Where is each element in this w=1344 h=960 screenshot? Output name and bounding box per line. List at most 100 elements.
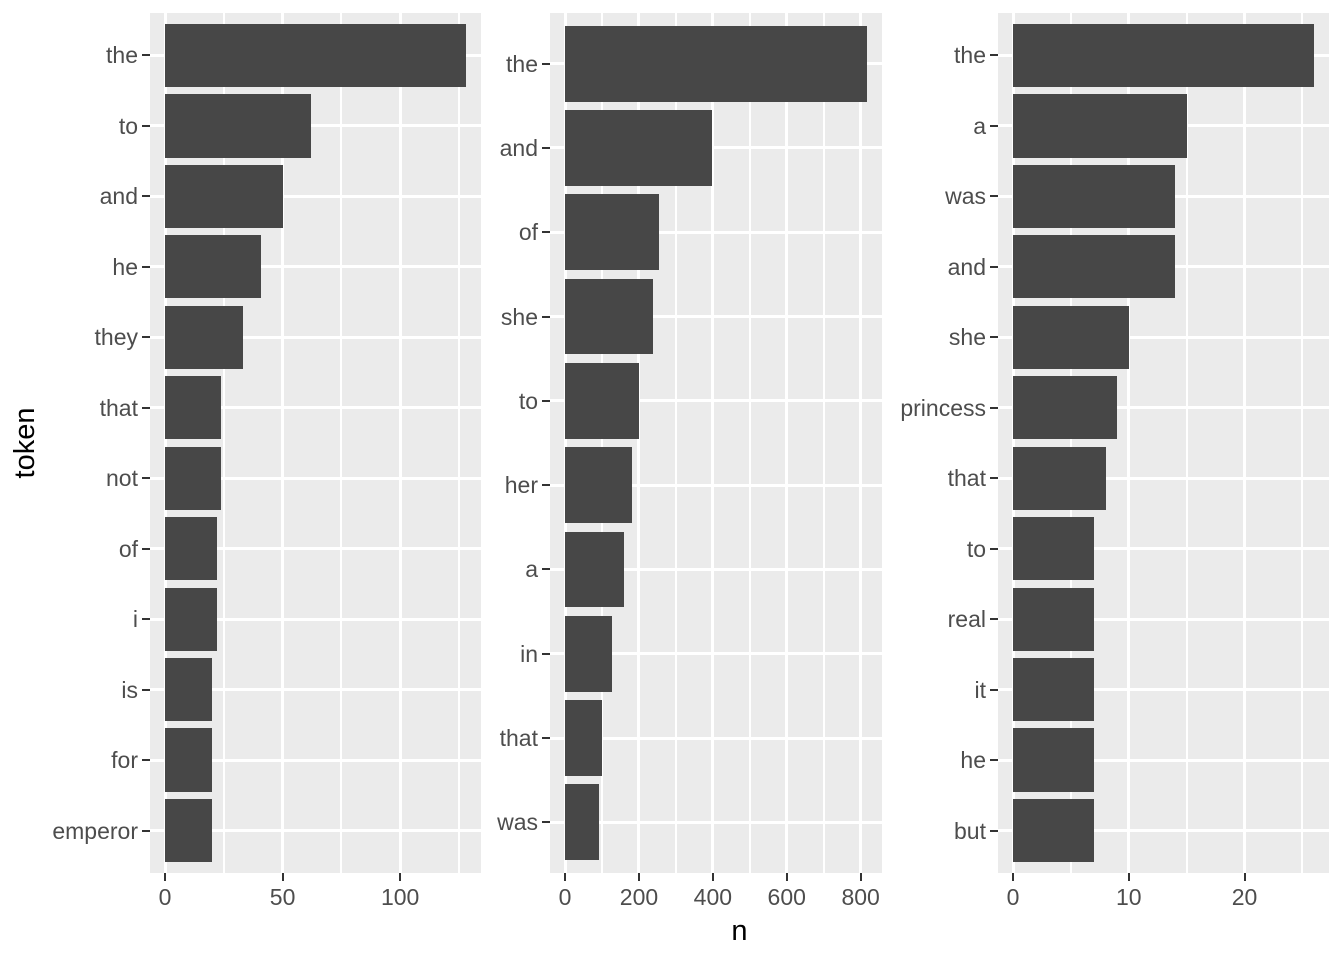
x-tick-label: 20 [1231, 884, 1258, 910]
gridline-horizontal-major [998, 688, 1329, 692]
y-tick-mark [142, 265, 150, 268]
x-tick-mark [281, 873, 284, 881]
bar-in [565, 615, 612, 692]
y-tick-mark [990, 759, 998, 762]
y-tick-label: he [112, 253, 138, 280]
bar-to [1013, 517, 1095, 581]
gridline-horizontal-major [550, 230, 882, 234]
y-tick-label: in [520, 640, 538, 667]
y-tick-label: the [506, 50, 538, 77]
gridline-horizontal-major [998, 406, 1329, 410]
bar-and [165, 164, 283, 228]
gridline-vertical-major [1127, 13, 1131, 873]
y-tick-mark [142, 547, 150, 550]
gridline-horizontal-major [550, 146, 882, 150]
x-tick-label: 50 [269, 884, 296, 910]
gridline-vertical-major [1243, 13, 1246, 873]
gridline-horizontal-major [550, 736, 882, 740]
bar-princess [1013, 376, 1118, 440]
y-tick-label: for [111, 747, 138, 774]
y-tick-label: princess [900, 394, 986, 421]
x-tick-mark [859, 873, 862, 881]
gridline-vertical-major [711, 13, 715, 873]
y-tick-label: the [954, 42, 986, 69]
bar-for [165, 728, 213, 792]
y-tick-label: a [973, 112, 986, 139]
x-tick-label: 800 [841, 884, 880, 910]
x-axis-title: n [731, 915, 748, 947]
gridline-horizontal-major [998, 335, 1329, 339]
gridline-horizontal-major [150, 335, 481, 339]
bar-and [1013, 235, 1176, 299]
bar-a [1013, 94, 1187, 158]
gridline-vertical-minor [340, 13, 343, 873]
x-tick-label: 0 [558, 884, 572, 910]
y-tick-mark [142, 618, 150, 621]
gridline-horizontal-major [150, 829, 481, 833]
x-tick-mark [637, 873, 640, 881]
gridline-vertical-major [163, 13, 167, 873]
x-tick-label: 100 [380, 884, 420, 910]
y-tick-label: of [118, 535, 138, 562]
bar-she [565, 278, 654, 355]
y-tick-mark [990, 829, 998, 832]
gridline-horizontal-major [998, 829, 1329, 833]
y-tick-label: to [518, 387, 538, 414]
y-tick-mark [990, 618, 998, 621]
y-tick-label: is [121, 676, 138, 703]
y-tick-label: to [966, 535, 986, 562]
bar-to [165, 94, 311, 158]
y-tick-label: she [500, 303, 538, 330]
x-tick-mark [1127, 873, 1130, 881]
x-tick-label: 600 [767, 884, 806, 910]
x-tick-label: 10 [1115, 884, 1142, 910]
y-tick-mark [542, 484, 550, 487]
y-tick-mark [990, 195, 998, 198]
y-tick-label: emperor [52, 817, 138, 844]
bar-he [165, 235, 262, 299]
y-tick-mark [142, 406, 150, 409]
x-tick-mark [164, 873, 167, 881]
y-tick-label: it [974, 676, 987, 703]
bar-the [1013, 23, 1314, 87]
y-tick-mark [542, 652, 550, 655]
bar-her [565, 447, 632, 524]
y-tick-mark [990, 547, 998, 550]
bar-of [165, 517, 217, 581]
y-tick-label: and [499, 134, 538, 161]
gridline-horizontal-major [150, 265, 481, 269]
y-tick-label: i [132, 606, 138, 633]
gridline-horizontal-major [998, 476, 1329, 480]
gridline-horizontal-major [150, 406, 481, 410]
y-tick-label: a [525, 556, 538, 583]
x-tick-label: 0 [1006, 884, 1020, 910]
x-tick-label: 400 [693, 884, 733, 910]
gridline-vertical-major [398, 13, 402, 873]
gridline-vertical-minor [222, 13, 225, 873]
y-tick-label: but [954, 817, 986, 844]
gridline-horizontal-major [550, 820, 882, 824]
gridline-horizontal-major [150, 476, 481, 480]
x-tick-mark [1243, 873, 1246, 881]
y-tick-label: was [497, 809, 538, 836]
y-tick-label: and [947, 253, 986, 280]
y-tick-mark [990, 406, 998, 409]
y-tick-label: she [948, 324, 986, 351]
y-tick-label: the [106, 42, 138, 69]
y-tick-mark [542, 737, 550, 740]
y-tick-mark [542, 399, 550, 402]
bar-she [1013, 305, 1129, 369]
gridline-horizontal-major [150, 124, 481, 128]
bar-and [565, 109, 713, 186]
gridline-horizontal-major [550, 567, 882, 571]
bar-that [165, 376, 222, 440]
y-tick-mark [142, 477, 150, 480]
y-tick-mark [990, 477, 998, 480]
y-tick-label: and [99, 183, 138, 210]
bar-a [565, 531, 625, 608]
x-tick-mark [564, 873, 567, 881]
gridline-horizontal-major [150, 688, 481, 692]
bar-the [565, 25, 867, 102]
gridline-horizontal-major [150, 547, 481, 551]
bar-of [565, 194, 659, 271]
